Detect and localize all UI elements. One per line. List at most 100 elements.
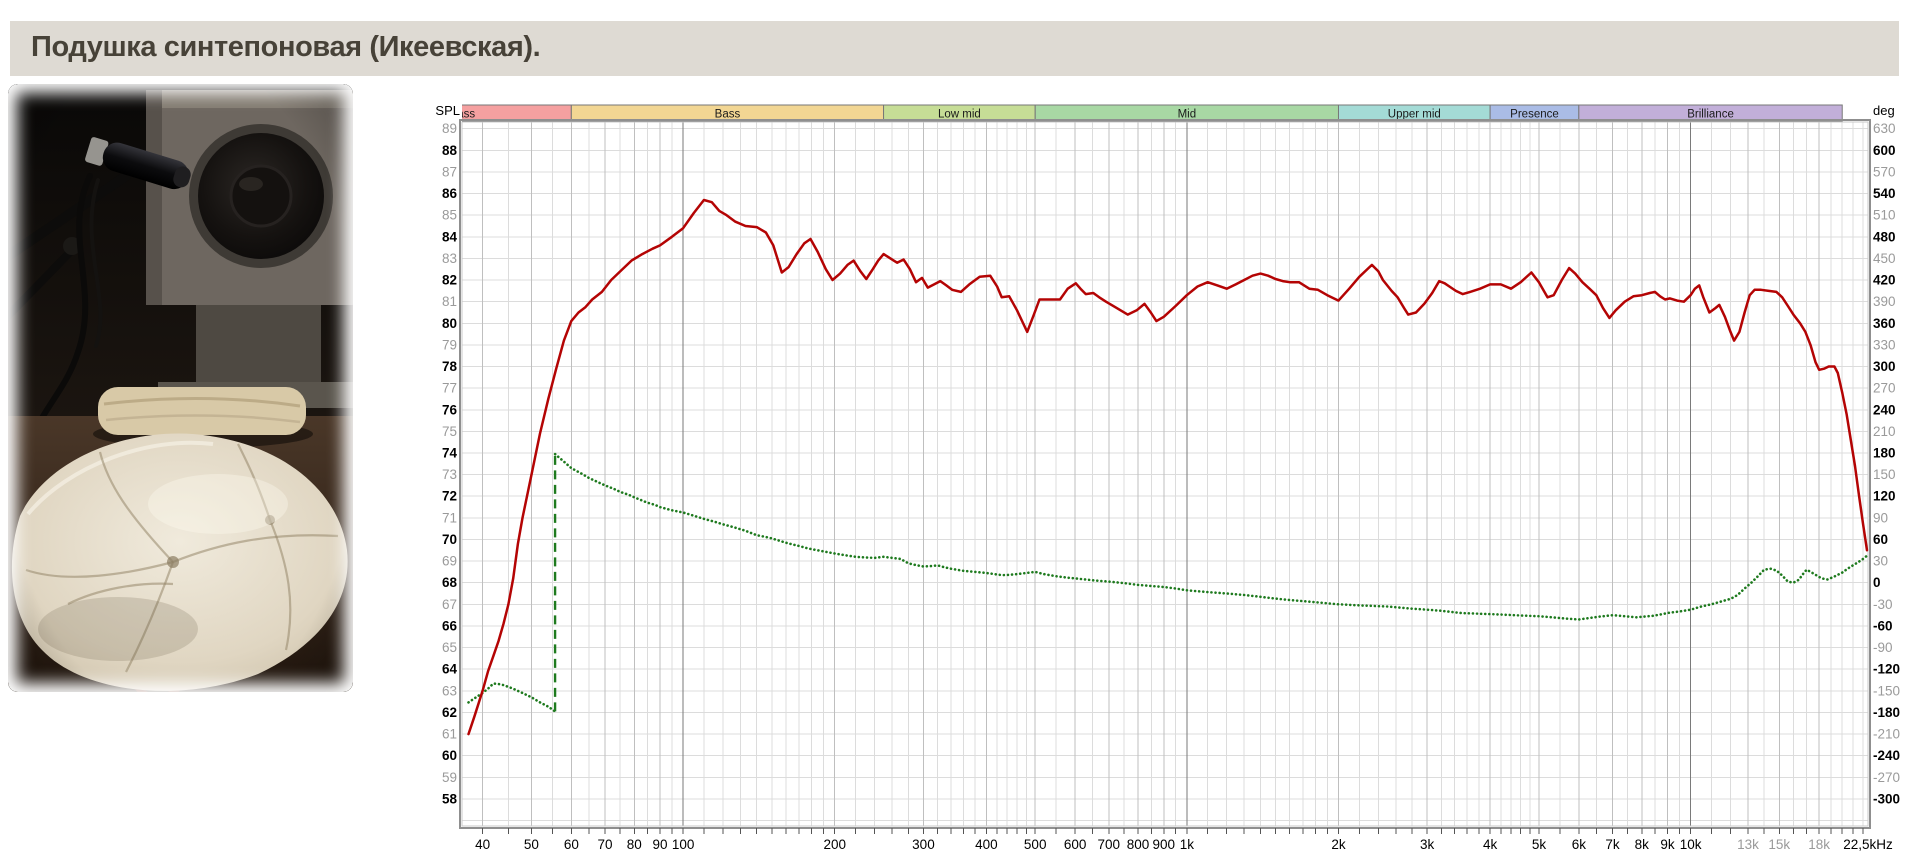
y-left-tick-label: 65 <box>442 640 457 655</box>
x-tick-label: 200 <box>823 837 846 852</box>
photo-pillow-measurement <box>8 84 353 692</box>
y-left-tick-label: 79 <box>442 337 457 352</box>
x-tick-label: 60 <box>564 837 579 852</box>
y-left-tick-label: 67 <box>442 597 457 612</box>
y-left-tick-label: 70 <box>442 532 457 547</box>
x-tick-label: 600 <box>1064 837 1087 852</box>
x-tick-label: 6k <box>1572 837 1587 852</box>
y-left-tick-label: 71 <box>442 510 457 525</box>
plot-border-inner <box>461 121 1869 827</box>
x-tick-label: 7k <box>1605 837 1620 852</box>
band-label: Upper mid <box>1388 109 1441 121</box>
y-left-tick-label: 84 <box>442 229 458 244</box>
x-tick-label: 15k <box>1768 837 1790 852</box>
spl-curve <box>467 198 1869 736</box>
y-right-tick-label: 180 <box>1873 446 1896 461</box>
x-tick-label: 3k <box>1420 837 1435 852</box>
x-tick-label: 90 <box>653 837 668 852</box>
x-tick-label: 1k <box>1180 837 1195 852</box>
x-tick-label: 13k <box>1737 837 1759 852</box>
x-tick-label: 22,5kHz <box>1843 837 1893 852</box>
band-label: Mid <box>1178 109 1197 121</box>
left-axis-ticks: 89 88 87 86 85 84 83 82 81 80 79 78 77 76 75 74 73 72 71 70… <box>442 121 458 806</box>
y-left-tick-label: 58 <box>442 791 458 806</box>
y-left-tick-label: 74 <box>442 446 458 461</box>
y-right-tick-label: 270 <box>1873 381 1896 396</box>
band-mid: Mid <box>1034 104 1339 122</box>
band-label: Brilliance <box>1687 109 1734 121</box>
x-axis-labels: 40 50 60 70 80 90 100 200 300 400 500 600 700 800 900 1… <box>475 837 1893 852</box>
y-right-tick-label: -90 <box>1873 640 1893 655</box>
y-left-tick-label: 72 <box>442 489 457 504</box>
y-left-tick-label: 83 <box>442 251 457 266</box>
y-right-tick-label: 600 <box>1873 143 1896 158</box>
y-left-tick-label: 75 <box>442 424 457 439</box>
x-tick-label: 4k <box>1483 837 1498 852</box>
x-tick-label: 800 <box>1127 837 1150 852</box>
y-left-tick-label: 80 <box>442 316 457 331</box>
y-right-tick-label: 150 <box>1873 467 1896 482</box>
grid <box>462 122 1868 826</box>
y-left-tick-label: 87 <box>442 164 457 179</box>
y-left-tick-label: 69 <box>442 554 457 569</box>
y-right-tick-label: 630 <box>1873 121 1896 136</box>
y-left-tick-label: 76 <box>442 402 458 417</box>
y-right-tick-label: 360 <box>1873 316 1896 331</box>
y-left-tick-label: 78 <box>442 359 458 374</box>
y-right-tick-label: 30 <box>1873 554 1888 569</box>
y-right-tick-label: 330 <box>1873 337 1896 352</box>
band-label: Bass <box>715 109 741 121</box>
y-right-tick-label: 0 <box>1873 575 1881 590</box>
plot-border-outer <box>459 119 1871 829</box>
x-tick-label: 700 <box>1098 837 1121 852</box>
band-presence: Presence <box>1489 104 1580 122</box>
y-right-tick-label: -270 <box>1873 770 1900 785</box>
y-left-tick-label: 66 <box>442 618 458 633</box>
y-right-tick-label: -300 <box>1873 791 1900 806</box>
y-left-tick-label: 73 <box>442 467 457 482</box>
y-left-tick-label: 86 <box>442 186 458 201</box>
y-right-tick-label: 420 <box>1873 273 1896 288</box>
x-tick-label: 5k <box>1532 837 1547 852</box>
x-tick-label: 900 <box>1153 837 1176 852</box>
y-left-tick-label: 68 <box>442 575 458 590</box>
x-tick-label: 300 <box>912 837 935 852</box>
x-tick-label: 70 <box>598 837 613 852</box>
y-left-tick-label: 81 <box>442 294 457 309</box>
x-tick-label: 50 <box>524 837 539 852</box>
y-right-tick-label: -240 <box>1873 748 1900 763</box>
band-upper-mid: Upper mid <box>1337 104 1491 122</box>
title-bar: Подушка синтепоновая (Икеевская). <box>10 21 1899 76</box>
y-left-tick-label: 85 <box>442 208 457 223</box>
y-right-tick-label: -30 <box>1873 597 1893 612</box>
x-tick-label: 9k <box>1660 837 1675 852</box>
page-title: Подушка синтепоновая (Икеевская). <box>31 31 541 63</box>
y-left-tick-label: 59 <box>442 770 457 785</box>
y-right-tick-label: 540 <box>1873 186 1896 201</box>
right-axis-ticks: 6306005705405104804504203903603303002702… <box>1873 121 1900 806</box>
y-left-tick-label: 88 <box>442 143 458 158</box>
y-left-tick-label: 63 <box>442 683 457 698</box>
x-tick-label: 40 <box>475 837 490 852</box>
y-right-tick-label: -210 <box>1873 727 1900 742</box>
x-tick-label: 400 <box>975 837 998 852</box>
band-label: Presence <box>1510 109 1559 121</box>
y-right-tick-label: -120 <box>1873 662 1900 677</box>
band-sub-bass: Sub bass <box>462 104 572 122</box>
x-tick-label: 18k <box>1808 837 1830 852</box>
x-tick-label: 80 <box>627 837 642 852</box>
x-tick-label: 500 <box>1024 837 1047 852</box>
photo-scene <box>8 84 353 692</box>
x-tick-label: 10k <box>1680 837 1702 852</box>
y-right-tick-label: 570 <box>1873 164 1896 179</box>
photo-vignette <box>8 84 353 692</box>
left-axis-title: SPL <box>435 103 460 118</box>
y-left-tick-label: 89 <box>442 121 457 136</box>
y-right-tick-label: -180 <box>1873 705 1900 720</box>
x-axis-ticks <box>482 828 1864 834</box>
band-label: Low mid <box>938 109 981 121</box>
y-left-tick-label: 82 <box>442 273 457 288</box>
y-right-tick-label: 60 <box>1873 532 1888 547</box>
y-right-tick-label: 210 <box>1873 424 1896 439</box>
y-left-tick-label: 77 <box>442 381 457 396</box>
